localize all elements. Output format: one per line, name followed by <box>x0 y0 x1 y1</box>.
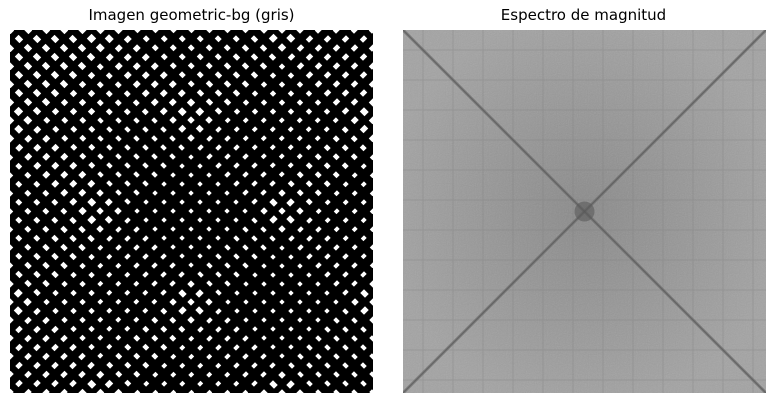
panel-title-spectrum: Espectro de magnitud <box>500 6 667 24</box>
magnitude-spectrum-image <box>403 30 766 393</box>
geometric-pattern-image <box>10 30 373 393</box>
panel-title-grayscale: Imagen geometric-bg (gris) <box>88 6 295 24</box>
